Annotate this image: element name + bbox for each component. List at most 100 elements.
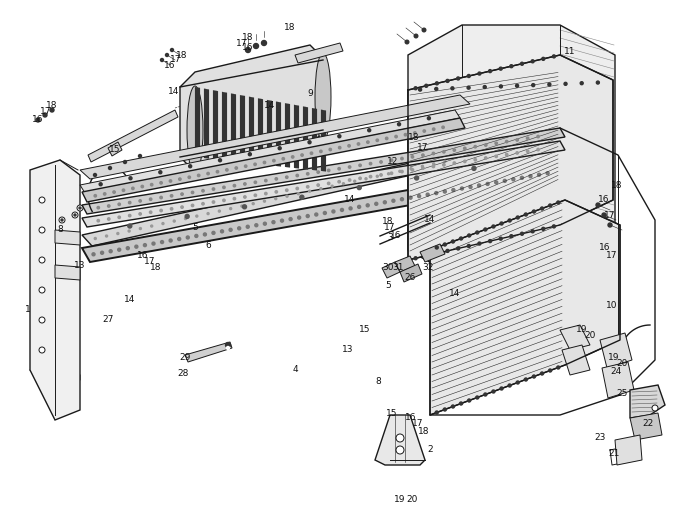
- Circle shape: [459, 237, 463, 240]
- Circle shape: [129, 202, 131, 204]
- Circle shape: [246, 225, 249, 228]
- Polygon shape: [602, 362, 634, 398]
- Circle shape: [160, 241, 164, 243]
- Circle shape: [459, 402, 463, 405]
- Circle shape: [282, 157, 284, 160]
- Circle shape: [108, 218, 110, 220]
- Circle shape: [556, 366, 560, 369]
- Circle shape: [391, 172, 393, 175]
- Text: 31: 31: [392, 264, 404, 272]
- Circle shape: [510, 234, 513, 238]
- Text: 11: 11: [564, 47, 575, 56]
- Circle shape: [433, 163, 435, 165]
- Circle shape: [357, 143, 360, 145]
- Circle shape: [244, 196, 246, 198]
- Circle shape: [499, 67, 502, 70]
- Circle shape: [181, 206, 183, 208]
- Circle shape: [521, 232, 524, 235]
- Circle shape: [171, 48, 174, 52]
- Polygon shape: [408, 55, 613, 260]
- Circle shape: [499, 237, 502, 240]
- Circle shape: [405, 40, 409, 44]
- Circle shape: [446, 250, 449, 252]
- Polygon shape: [82, 163, 568, 262]
- Circle shape: [442, 164, 445, 166]
- Text: 14: 14: [449, 290, 461, 299]
- Circle shape: [533, 375, 536, 378]
- Circle shape: [370, 163, 372, 165]
- Circle shape: [139, 213, 141, 215]
- Text: 12: 12: [387, 157, 399, 167]
- Text: 28: 28: [177, 368, 189, 378]
- Circle shape: [320, 150, 322, 153]
- Circle shape: [503, 179, 506, 182]
- Text: 14: 14: [344, 195, 356, 205]
- Circle shape: [349, 207, 352, 210]
- Circle shape: [517, 381, 519, 384]
- Text: 23: 23: [594, 432, 606, 441]
- Polygon shape: [82, 141, 565, 227]
- Circle shape: [396, 434, 404, 442]
- Circle shape: [423, 130, 426, 132]
- Circle shape: [414, 257, 417, 260]
- Circle shape: [452, 240, 454, 243]
- Circle shape: [262, 41, 267, 45]
- Polygon shape: [231, 93, 236, 162]
- Circle shape: [414, 34, 418, 38]
- Polygon shape: [615, 435, 642, 465]
- Circle shape: [212, 201, 215, 203]
- Circle shape: [433, 128, 435, 130]
- Circle shape: [169, 180, 172, 182]
- Polygon shape: [375, 415, 425, 465]
- Circle shape: [549, 369, 552, 372]
- Circle shape: [476, 231, 479, 234]
- Polygon shape: [82, 128, 565, 214]
- Circle shape: [474, 158, 477, 161]
- Circle shape: [104, 193, 106, 195]
- Circle shape: [384, 201, 386, 204]
- Text: 20: 20: [406, 494, 418, 503]
- Polygon shape: [185, 342, 232, 362]
- Polygon shape: [630, 413, 662, 440]
- Circle shape: [396, 446, 404, 454]
- Circle shape: [197, 174, 200, 177]
- Circle shape: [296, 175, 298, 177]
- Circle shape: [323, 212, 326, 215]
- Circle shape: [468, 75, 470, 78]
- Circle shape: [298, 216, 301, 219]
- Circle shape: [421, 165, 424, 167]
- Circle shape: [435, 252, 438, 255]
- Circle shape: [349, 166, 351, 168]
- Circle shape: [537, 148, 539, 151]
- Text: 2: 2: [427, 445, 433, 454]
- Circle shape: [453, 149, 456, 151]
- Text: 17: 17: [606, 251, 617, 259]
- Circle shape: [388, 173, 390, 175]
- Text: 14: 14: [424, 216, 435, 225]
- Circle shape: [359, 177, 361, 180]
- Circle shape: [202, 203, 204, 205]
- Text: 14: 14: [168, 88, 180, 96]
- Text: 15: 15: [109, 145, 120, 155]
- Polygon shape: [303, 106, 308, 169]
- Circle shape: [202, 190, 204, 192]
- Circle shape: [43, 113, 47, 117]
- Circle shape: [422, 28, 426, 32]
- Text: 8: 8: [57, 226, 63, 234]
- Circle shape: [195, 234, 198, 238]
- Circle shape: [367, 141, 369, 143]
- Circle shape: [580, 82, 583, 85]
- Circle shape: [265, 192, 267, 195]
- Text: 18: 18: [611, 181, 623, 191]
- Circle shape: [220, 230, 223, 233]
- Circle shape: [399, 170, 401, 172]
- Polygon shape: [195, 87, 200, 157]
- Text: 20: 20: [616, 358, 628, 367]
- Circle shape: [229, 228, 232, 231]
- Circle shape: [426, 193, 429, 196]
- Polygon shape: [295, 43, 343, 63]
- Circle shape: [456, 77, 460, 80]
- Circle shape: [233, 184, 236, 187]
- Circle shape: [169, 239, 172, 242]
- Text: 16: 16: [391, 230, 402, 240]
